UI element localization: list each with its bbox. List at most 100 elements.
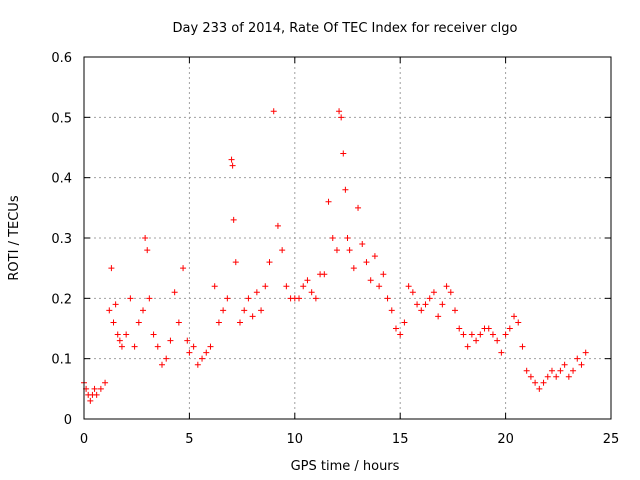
data-point [536,385,543,392]
data-point [574,355,581,362]
data-point [561,361,568,368]
data-point [553,373,560,380]
y-tick-label: 0.5 [51,111,72,126]
data-point [565,373,572,380]
data-point [102,379,109,386]
data-point [87,397,94,404]
data-point [308,289,315,296]
data-point [232,259,239,266]
data-point [511,313,518,320]
data-point [321,271,328,278]
data-point [224,295,231,302]
data-point [346,247,353,254]
data-point [477,331,484,338]
data-point [515,319,522,326]
data-point [241,307,248,314]
data-point [409,289,416,296]
data-point [258,307,265,314]
data-point [112,301,119,308]
data-point [380,271,387,278]
data-point [468,331,475,338]
data-point [367,277,374,284]
data-marks [81,108,589,404]
data-point [502,331,509,338]
data-point [150,331,157,338]
data-point [167,337,174,344]
data-point [131,343,138,350]
axis-ticks [83,56,612,420]
data-point [527,373,534,380]
data-point [344,235,351,241]
y-tick-labels: 0 0.1 0.2 0.3 0.4 0.5 0.6 [51,51,72,428]
data-point [582,349,589,356]
data-point [355,204,362,211]
data-point [154,343,161,350]
data-point [460,331,467,338]
data-point [106,307,113,314]
data-point [211,283,218,290]
data-point [532,379,539,386]
x-tick-labels: 0 5 10 15 20 25 [80,432,619,447]
y-tick-label: 0.3 [51,232,72,247]
data-point [228,156,235,163]
data-point [544,373,551,380]
data-point [336,108,343,115]
data-point [325,198,332,205]
data-point [523,367,530,374]
x-tick-label: 10 [287,432,304,447]
data-point [519,343,526,350]
data-point [506,325,513,332]
data-point [304,277,311,284]
data-point [338,114,345,121]
data-point [498,349,505,356]
data-point [110,319,117,326]
y-tick-label: 0.1 [51,353,72,368]
data-point [422,301,429,308]
data-point [464,343,471,350]
data-point [163,355,170,362]
data-point [435,313,442,320]
data-point [93,391,100,398]
data-point [207,343,214,350]
data-point [447,289,454,296]
y-tick-label: 0 [64,413,72,428]
data-point [146,295,153,302]
x-tick-label: 5 [185,432,193,447]
y-tick-label: 0.6 [51,51,72,66]
data-point [401,319,408,326]
data-point [127,295,134,302]
data-point [312,295,319,302]
data-point [215,319,222,326]
data-point [123,331,130,338]
data-point [363,259,370,266]
data-point [135,319,142,326]
data-point [279,247,286,254]
data-point [414,301,421,308]
data-point [388,307,395,314]
data-point [253,289,260,296]
data-point [245,295,252,302]
data-point [430,289,437,296]
data-point [540,379,547,386]
data-point [578,361,585,368]
data-point [140,307,147,314]
data-point [557,367,564,374]
data-point [473,337,480,344]
data-point [199,355,206,362]
y-axis-label: ROTI / TECUs [7,195,22,280]
data-point [342,186,349,193]
data-point [392,325,399,332]
x-tick-label: 25 [603,432,620,447]
data-point [186,349,193,356]
data-point [171,289,178,296]
data-point [175,319,182,326]
data-point [158,361,165,368]
data-point [114,331,121,338]
data-point [384,295,391,302]
data-point [426,295,433,302]
x-axis-label: GPS time / hours [291,459,400,474]
data-point [203,349,210,356]
data-point [456,325,463,332]
data-point [340,150,347,157]
